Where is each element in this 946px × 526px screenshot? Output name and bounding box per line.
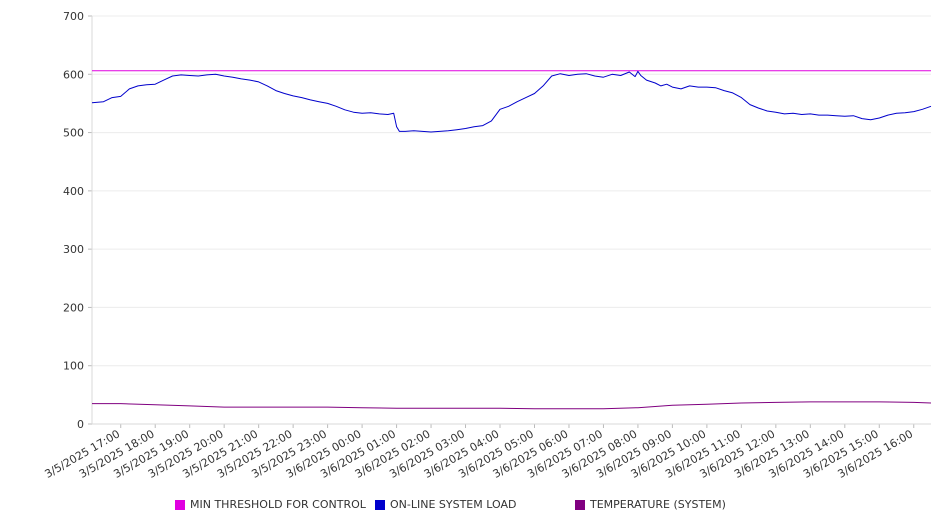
y-tick-label: 200 — [63, 301, 84, 314]
legend-label-temperature: TEMPERATURE (SYSTEM) — [590, 498, 726, 511]
legend-item-threshold[interactable]: MIN THRESHOLD FOR CONTROL — [175, 498, 366, 511]
y-axis-ticks: 0 100 200 300 400 500 600 700 — [63, 10, 92, 431]
legend-swatch-threshold — [175, 499, 185, 510]
y-tick-label: 700 — [63, 10, 84, 23]
x-axis-ticks: 3/5/2025 17:003/5/2025 18:003/5/2025 19:… — [42, 424, 915, 481]
legend-label-system-load: ON-LINE SYSTEM LOAD — [390, 498, 517, 511]
y-tick-label: 500 — [63, 127, 84, 140]
legend-swatch-system-load — [375, 499, 385, 510]
y-tick-label: 0 — [77, 418, 84, 431]
series-temperature-line — [92, 401, 932, 410]
legend-item-temperature[interactable]: TEMPERATURE (SYSTEM) — [575, 498, 726, 511]
series-lines — [91, 70, 932, 410]
legend: MIN THRESHOLD FOR CONTROL ON-LINE SYSTEM… — [0, 498, 946, 514]
y-tick-label: 400 — [63, 185, 84, 198]
line-chart: 0 100 200 300 400 500 600 700 3/5/2025 17:003/5… — [42, 10, 932, 481]
y-tick-label: 600 — [63, 68, 84, 81]
series-system-load-line — [91, 70, 932, 133]
legend-swatch-temperature — [575, 499, 585, 510]
legend-label-threshold: MIN THRESHOLD FOR CONTROL — [190, 498, 366, 511]
y-tick-label: 100 — [63, 360, 84, 373]
legend-item-system-load[interactable]: ON-LINE SYSTEM LOAD — [375, 498, 516, 511]
y-tick-label: 300 — [63, 243, 84, 256]
grid-lines — [92, 15, 931, 367]
